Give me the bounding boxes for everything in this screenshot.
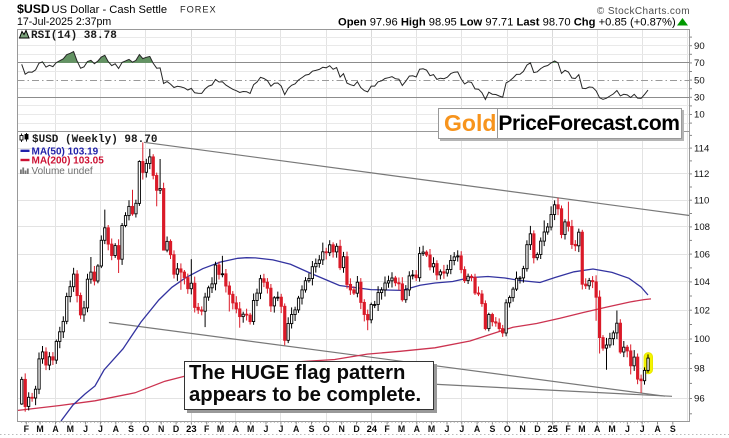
svg-text:A: A <box>113 424 120 434</box>
svg-text:S: S <box>309 424 315 434</box>
svg-text:A: A <box>654 424 661 434</box>
svg-text:US Dollar - Cash Settle: US Dollar - Cash Settle <box>52 4 168 16</box>
svg-text:F: F <box>204 424 210 434</box>
svg-text:J: J <box>98 424 103 434</box>
svg-text:$USD (Weekly) 98.70: $USD (Weekly) 98.70 <box>32 134 157 146</box>
svg-text:RSI(14) 38.78: RSI(14) 38.78 <box>31 30 117 42</box>
svg-text:M: M <box>608 424 615 434</box>
svg-text:A: A <box>474 424 481 434</box>
svg-text:S: S <box>489 424 495 434</box>
svg-text:96: 96 <box>694 394 705 405</box>
svg-text:M: M <box>67 424 74 434</box>
svg-text:F: F <box>24 424 30 434</box>
svg-text:FOREX: FOREX <box>180 5 217 15</box>
svg-text:50: 50 <box>694 75 705 86</box>
svg-text:M: M <box>578 424 585 434</box>
svg-text:J: J <box>625 424 630 434</box>
svg-text:N: N <box>519 424 525 434</box>
svg-text:A: A <box>414 424 421 434</box>
svg-text:M: M <box>217 424 224 434</box>
svg-text:A: A <box>52 424 59 434</box>
svg-text:S: S <box>128 424 134 434</box>
svg-text:M: M <box>398 424 405 434</box>
svg-text:24: 24 <box>367 423 378 434</box>
svg-text:102: 102 <box>694 305 710 316</box>
svg-text:MA(50) 103.19: MA(50) 103.19 <box>32 146 99 157</box>
svg-text:17-Jul-2025 2:37pm: 17-Jul-2025 2:37pm <box>17 16 111 28</box>
svg-text:J: J <box>459 424 464 434</box>
svg-text:F: F <box>565 424 571 434</box>
svg-text:A: A <box>233 424 240 434</box>
svg-text:30: 30 <box>694 93 705 104</box>
svg-text:98: 98 <box>694 364 705 375</box>
svg-text:104: 104 <box>694 277 711 288</box>
svg-text:D: D <box>353 424 359 434</box>
svg-text:Open 97.96 High 98.95 Low 97.7: Open 97.96 High 98.95 Low 97.71 Last 98.… <box>338 17 676 29</box>
svg-text:D: D <box>534 424 540 434</box>
svg-text:10: 10 <box>694 110 705 121</box>
svg-text:J: J <box>264 424 269 434</box>
svg-text:70: 70 <box>694 58 705 69</box>
svg-text:© StockCharts.com: © StockCharts.com <box>597 6 690 17</box>
svg-text:110: 110 <box>694 195 709 206</box>
svg-text:114: 114 <box>694 143 710 154</box>
svg-text:J: J <box>83 424 88 434</box>
svg-text:M: M <box>428 424 435 434</box>
svg-text:S: S <box>670 424 676 434</box>
svg-text:M: M <box>36 424 43 434</box>
svg-text:N: N <box>339 424 345 434</box>
svg-text:A: A <box>594 424 601 434</box>
svg-text:N: N <box>158 424 164 434</box>
svg-text:A: A <box>293 424 300 434</box>
svg-text:O: O <box>142 424 149 434</box>
svg-text:J: J <box>640 424 645 434</box>
svg-text:O: O <box>323 424 330 434</box>
svg-text:25: 25 <box>547 423 557 434</box>
svg-text:106: 106 <box>694 249 710 260</box>
svg-text:$USD: $USD <box>17 2 50 16</box>
svg-text:F: F <box>384 424 390 434</box>
svg-text:100: 100 <box>694 334 710 345</box>
svg-text:90: 90 <box>694 41 705 52</box>
svg-text:J: J <box>278 424 283 434</box>
svg-text:23: 23 <box>186 423 196 434</box>
svg-text:MA(200) 103.05: MA(200) 103.05 <box>32 156 105 167</box>
svg-text:O: O <box>504 424 511 434</box>
svg-text:Volume undef: Volume undef <box>32 166 93 177</box>
svg-text:108: 108 <box>694 222 710 233</box>
svg-text:D: D <box>173 424 179 434</box>
svg-text:112: 112 <box>694 169 709 180</box>
svg-text:M: M <box>247 424 254 434</box>
svg-text:J: J <box>445 424 450 434</box>
